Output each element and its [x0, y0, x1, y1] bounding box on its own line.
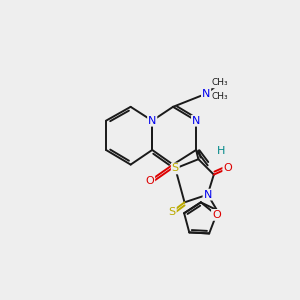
Text: N: N: [203, 190, 212, 200]
Text: S: S: [169, 207, 176, 217]
Text: O: O: [146, 176, 154, 186]
Text: H: H: [217, 146, 225, 157]
Text: N: N: [148, 116, 156, 126]
Text: O: O: [223, 164, 232, 173]
Text: S: S: [172, 164, 179, 173]
Text: N: N: [202, 89, 210, 99]
Text: CH₃: CH₃: [212, 92, 228, 101]
Text: N: N: [192, 116, 200, 126]
Text: O: O: [212, 210, 221, 220]
Text: CH₃: CH₃: [212, 79, 228, 88]
